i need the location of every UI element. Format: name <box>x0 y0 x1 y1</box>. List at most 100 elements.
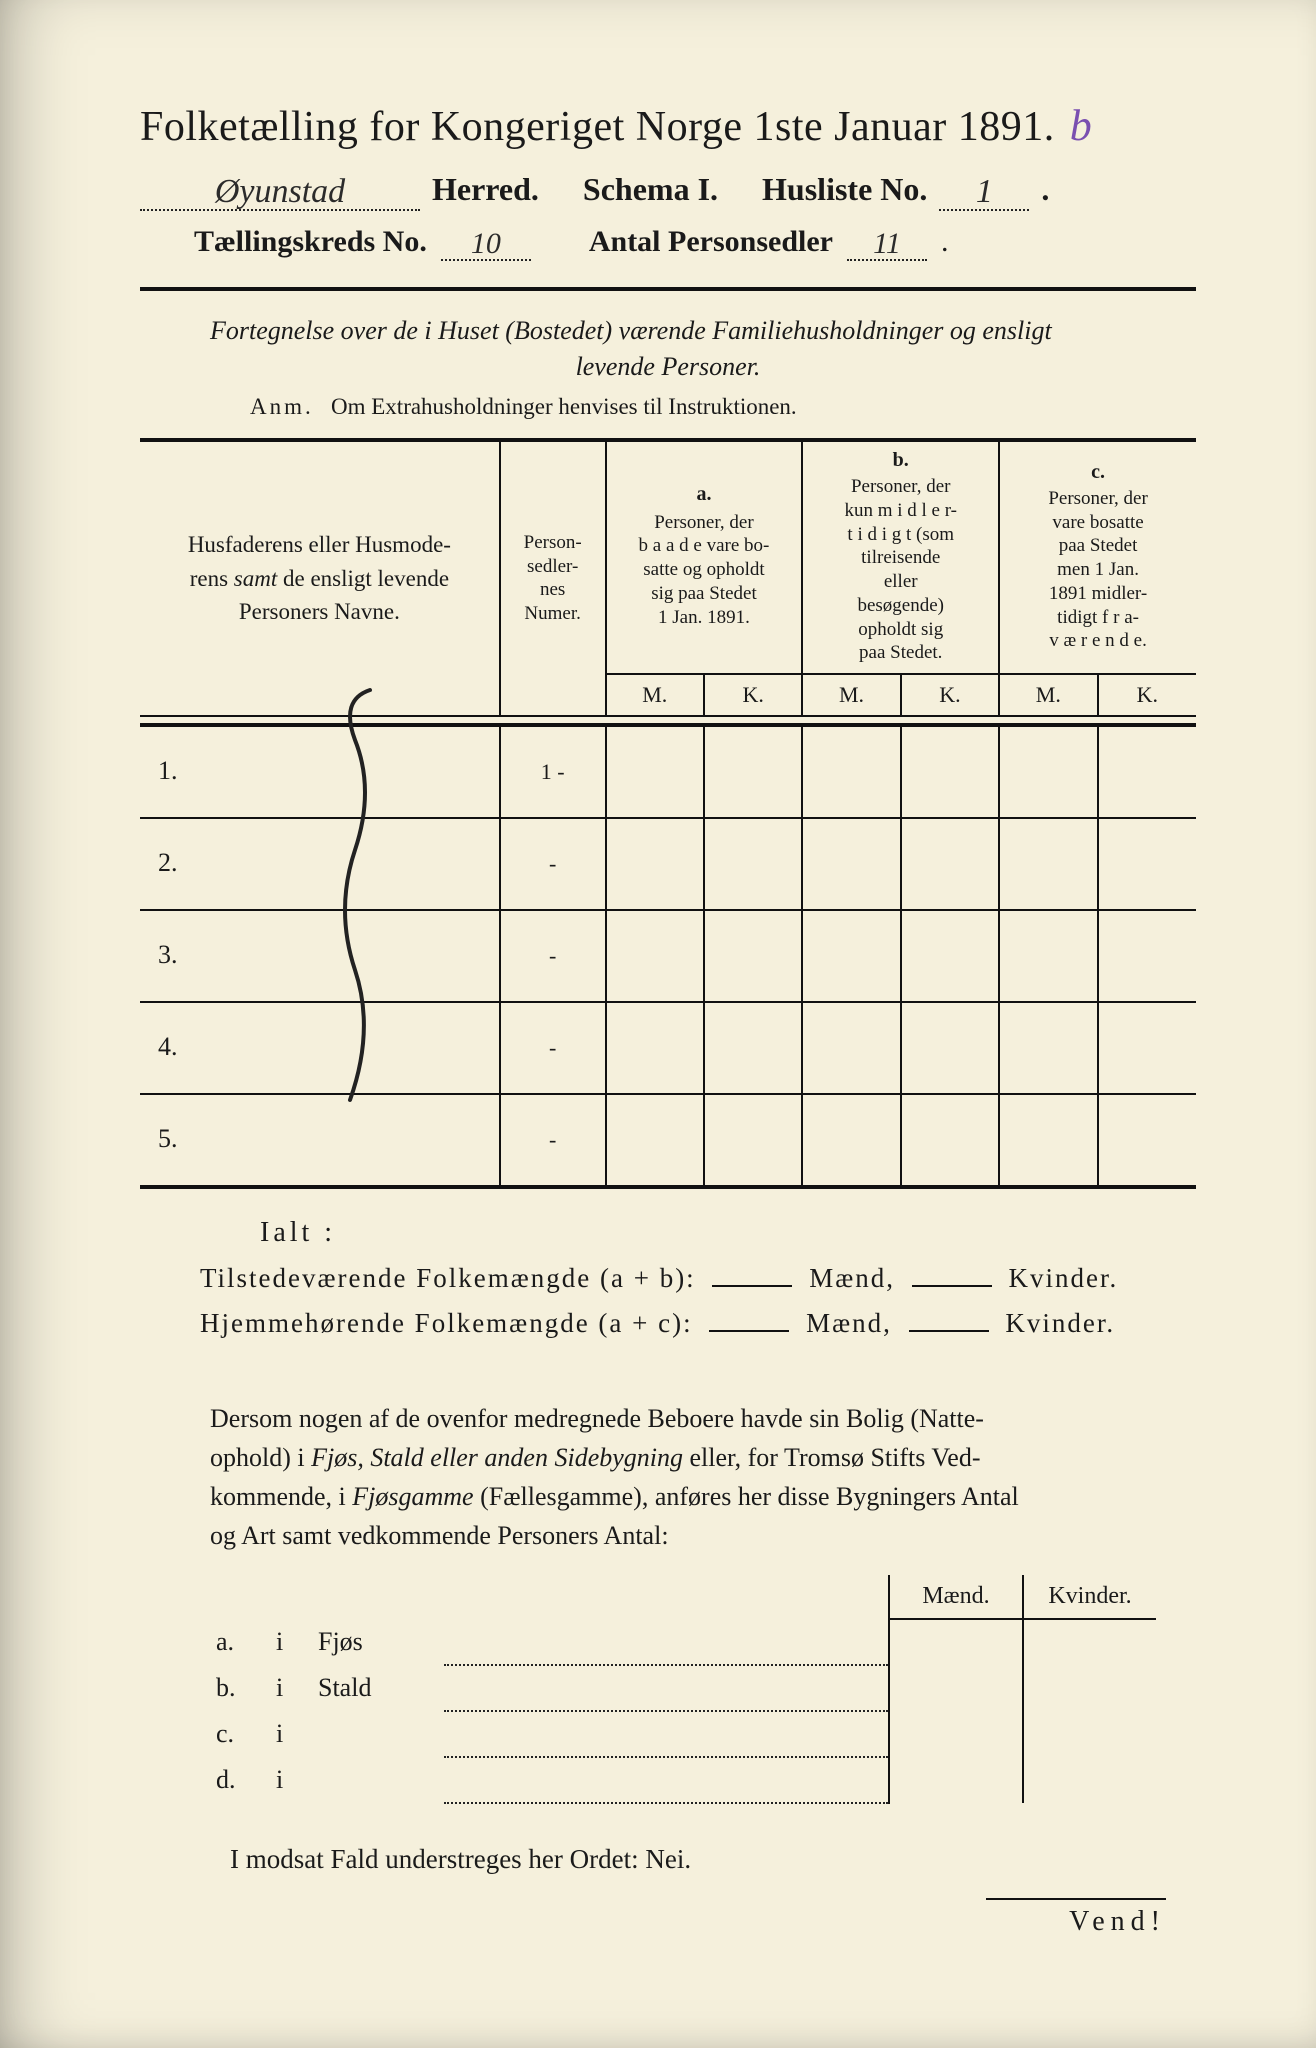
antal-value: 11 <box>873 227 901 260</box>
table-row[interactable]: 3. - <box>140 910 1196 1002</box>
antal-field[interactable]: 11 <box>847 225 927 261</box>
col-a-label: a. <box>615 482 794 507</box>
sum-present-kvinder-field[interactable] <box>912 1285 992 1287</box>
kreds-field[interactable]: 10 <box>441 225 531 261</box>
form-subtitle-line2: levende Personer. <box>140 352 1196 382</box>
building-row-label: d. <box>210 1757 270 1803</box>
building-row-dots[interactable] <box>444 1619 889 1665</box>
col-header-b: b. Personer, derkun m i d l e r-t i d i … <box>802 440 999 674</box>
subtitle-text-1: Fortegnelse over de i Huset (Bostedet) v… <box>210 316 1052 345</box>
sum-home-kvinder-field[interactable] <box>909 1330 989 1332</box>
husliste-value: 1 <box>976 173 993 210</box>
fjos-paragraph: Dersom nogen af de ovenfor medregnede Be… <box>210 1399 1156 1555</box>
maend-label: Mænd, <box>809 1263 895 1293</box>
herred-field[interactable]: Øyunstad <box>140 171 420 211</box>
ialt-label: Ialt : <box>260 1217 1196 1249</box>
sum-home-maend-field[interactable] <box>709 1330 789 1332</box>
anm-text: Om Extrahusholdninger henvises til Instr… <box>331 394 797 419</box>
nei-line: I modsat Fald understreges her Ordet: Ne… <box>230 1844 1196 1875</box>
kreds-label: Tællingskreds No. <box>194 225 427 259</box>
row-num: - <box>500 1094 606 1187</box>
table-row[interactable]: 2. - <box>140 818 1196 910</box>
building-row-dots[interactable] <box>444 1711 889 1757</box>
row-label: 3. <box>140 910 500 1002</box>
building-maend-cell[interactable] <box>889 1757 1023 1803</box>
building-row-i: i <box>270 1757 312 1803</box>
maend-label: Mænd, <box>806 1308 892 1338</box>
sum-home-label: Hjemmehørende Folkemængde (a + c): <box>200 1308 693 1338</box>
sum-line-home: Hjemmehørende Folkemængde (a + c): Mænd,… <box>200 1308 1196 1339</box>
form-subtitle-line1: Fortegnelse over de i Huset (Bostedet) v… <box>210 313 1156 348</box>
buildings-maend-header: Mænd. <box>889 1575 1023 1619</box>
building-row-dots[interactable] <box>444 1665 889 1711</box>
building-row-i: i <box>270 1619 312 1665</box>
buildings-table: Mænd. Kvinder. a. i Fjøs b. i Stald <box>210 1575 1156 1804</box>
building-kvinder-cell[interactable] <box>1023 1711 1156 1757</box>
col-a-k: K. <box>704 674 802 715</box>
building-row[interactable]: d. i <box>210 1757 1156 1803</box>
row-num: - <box>500 818 606 910</box>
handwritten-annotation-b: b <box>1070 101 1093 150</box>
antal-label: Antal Personsedler <box>589 225 833 259</box>
schema-label: Schema I. <box>583 171 718 208</box>
row-num: - <box>500 910 606 1002</box>
subtitle-text-2: levende Personer. <box>576 352 761 381</box>
col-header-names: Husfaderens eller Husmode-rens samt de e… <box>140 440 500 715</box>
table-row[interactable]: 5. - <box>140 1094 1196 1187</box>
table-row[interactable]: 4. - <box>140 1002 1196 1094</box>
building-kvinder-cell[interactable] <box>1023 1757 1156 1803</box>
building-row-label: c. <box>210 1711 270 1757</box>
vend-label: Vend! <box>986 1898 1166 1938</box>
building-maend-cell[interactable] <box>889 1665 1023 1711</box>
col-header-a: a. Personer, derb a a d e vare bo-satte … <box>606 440 803 674</box>
ialt-text: Ialt : <box>260 1217 336 1248</box>
building-row-i: i <box>270 1665 312 1711</box>
herred-label: Herred. <box>432 171 539 208</box>
kvinder-label: Kvinder. <box>1005 1308 1115 1338</box>
divider <box>140 287 1196 291</box>
husliste-label: Husliste No. <box>762 171 927 208</box>
building-row-name <box>312 1757 444 1803</box>
kvinder-label: Kvinder. <box>1008 1263 1118 1293</box>
building-row-dots[interactable] <box>444 1757 889 1803</box>
col-b-m: M. <box>802 674 900 715</box>
anm-note: Anm. Om Extrahusholdninger henvises til … <box>250 394 1196 420</box>
building-row[interactable]: b. i Stald <box>210 1665 1156 1711</box>
col-c-m: M. <box>999 674 1097 715</box>
building-row[interactable]: c. i <box>210 1711 1156 1757</box>
col-c-k: K. <box>1098 674 1196 715</box>
building-row-name: Stald <box>312 1665 444 1711</box>
husliste-field[interactable]: 1 <box>939 171 1029 211</box>
sum-line-present: Tilstedeværende Folkemængde (a + b): Mæn… <box>200 1263 1196 1294</box>
col-header-number: Person-sedler-nesNumer. <box>500 440 606 715</box>
building-row-label: b. <box>210 1665 270 1711</box>
page-title: Folketælling for Kongeriget Norge 1ste J… <box>140 100 1196 151</box>
building-kvinder-cell[interactable] <box>1023 1619 1156 1665</box>
building-row-label: a. <box>210 1619 270 1665</box>
row-num: - <box>500 1002 606 1094</box>
col-b-label: b. <box>811 448 990 473</box>
col-c-label: c. <box>1008 460 1188 485</box>
header-row-kreds: Tællingskreds No. 10 Antal Personsedler … <box>140 225 1196 261</box>
building-row-name: Fjøs <box>312 1619 444 1665</box>
table-row[interactable]: 1. 1 - <box>140 725 1196 818</box>
anm-label: Anm. <box>250 394 314 419</box>
title-text: Folketælling for Kongeriget Norge 1ste J… <box>140 104 1055 150</box>
header-row-herred: Øyunstad Herred. Schema I. Husliste No. … <box>140 171 1196 211</box>
row-label: 5. <box>140 1094 500 1187</box>
row-label: 4. <box>140 1002 500 1094</box>
building-row-name <box>312 1711 444 1757</box>
census-table-body: 1. 1 - 2. - 3. - 4. - 5. - <box>140 725 1196 1187</box>
sum-present-maend-field[interactable] <box>712 1285 792 1287</box>
building-maend-cell[interactable] <box>889 1711 1023 1757</box>
row-num: 1 - <box>500 725 606 818</box>
building-row[interactable]: a. i Fjøs <box>210 1619 1156 1665</box>
row-label: 1. <box>140 725 500 818</box>
sum-present-label: Tilstedeværende Folkemængde (a + b): <box>200 1263 696 1293</box>
col-header-c: c. Personer, dervare bosattepaa Stedetme… <box>999 440 1196 674</box>
building-maend-cell[interactable] <box>889 1619 1023 1665</box>
building-kvinder-cell[interactable] <box>1023 1665 1156 1711</box>
buildings-kvinder-header: Kvinder. <box>1023 1575 1156 1619</box>
kreds-value: 10 <box>471 227 501 260</box>
building-row-i: i <box>270 1711 312 1757</box>
